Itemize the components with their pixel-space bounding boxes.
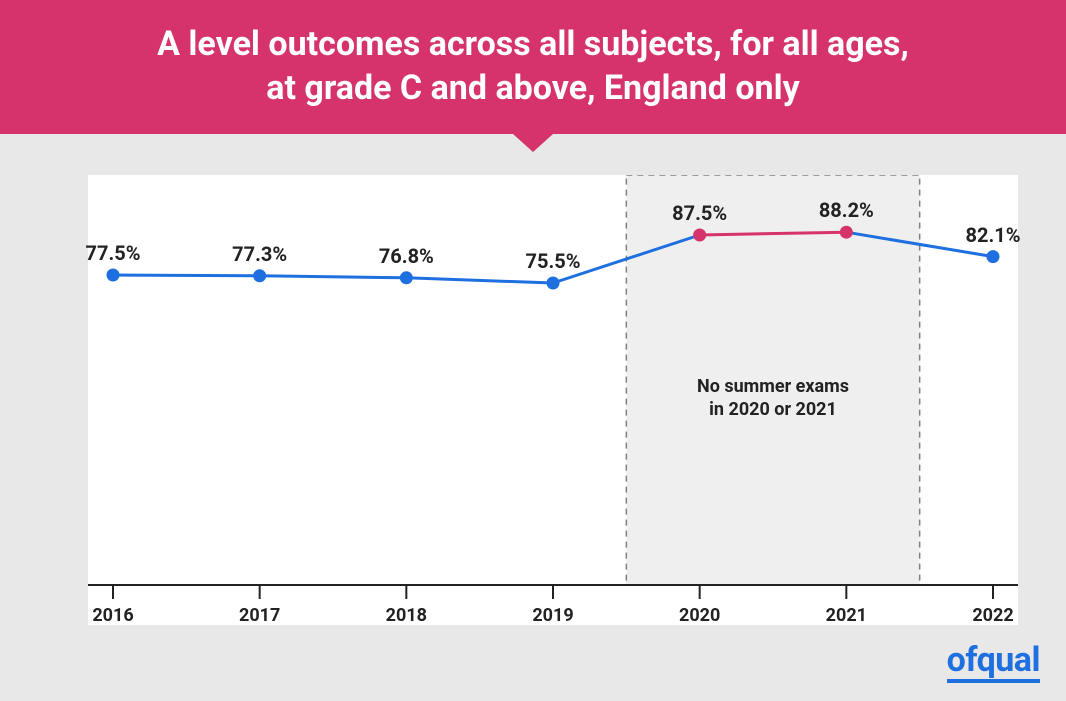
x-axis-year-label: 2021 [826, 605, 867, 626]
data-point-label: 75.5% [525, 249, 580, 273]
chart-area: 2016 77.5% 2017 77.3% 2018 76.8% 2019 75.5% 2020… [88, 175, 1018, 625]
data-point-label: 76.8% [379, 244, 434, 268]
title-line1: A level outcomes across all subjects, fo… [157, 24, 909, 64]
annotation-line2: in 2020 or 2021 [709, 399, 837, 420]
data-point-label: 88.2% [819, 198, 874, 222]
data-point-label: 82.1% [965, 223, 1020, 247]
no-exams-annotation: No summer examsin 2020 or 2021 [673, 375, 873, 422]
ofqual-logo: ofqual [947, 643, 1040, 683]
x-axis-year-label: 2020 [679, 605, 720, 626]
data-point-label: 87.5% [672, 201, 727, 225]
title-line2: at grade C and above, England only [266, 68, 799, 108]
chart-title: A level outcomes across all subjects, fo… [40, 22, 1026, 110]
data-point-label: 77.5% [85, 241, 140, 265]
annotation-line1: No summer exams [697, 376, 849, 397]
title-banner: A level outcomes across all subjects, fo… [0, 0, 1066, 134]
data-point-label: 77.3% [232, 242, 287, 266]
x-axis-year-label: 2018 [386, 605, 427, 626]
line-chart-svg [88, 175, 1018, 625]
x-axis-year-label: 2019 [532, 605, 573, 626]
x-axis-year-label: 2016 [92, 605, 133, 626]
x-axis-year-label: 2022 [972, 605, 1013, 626]
x-axis-year-label: 2017 [239, 605, 280, 626]
